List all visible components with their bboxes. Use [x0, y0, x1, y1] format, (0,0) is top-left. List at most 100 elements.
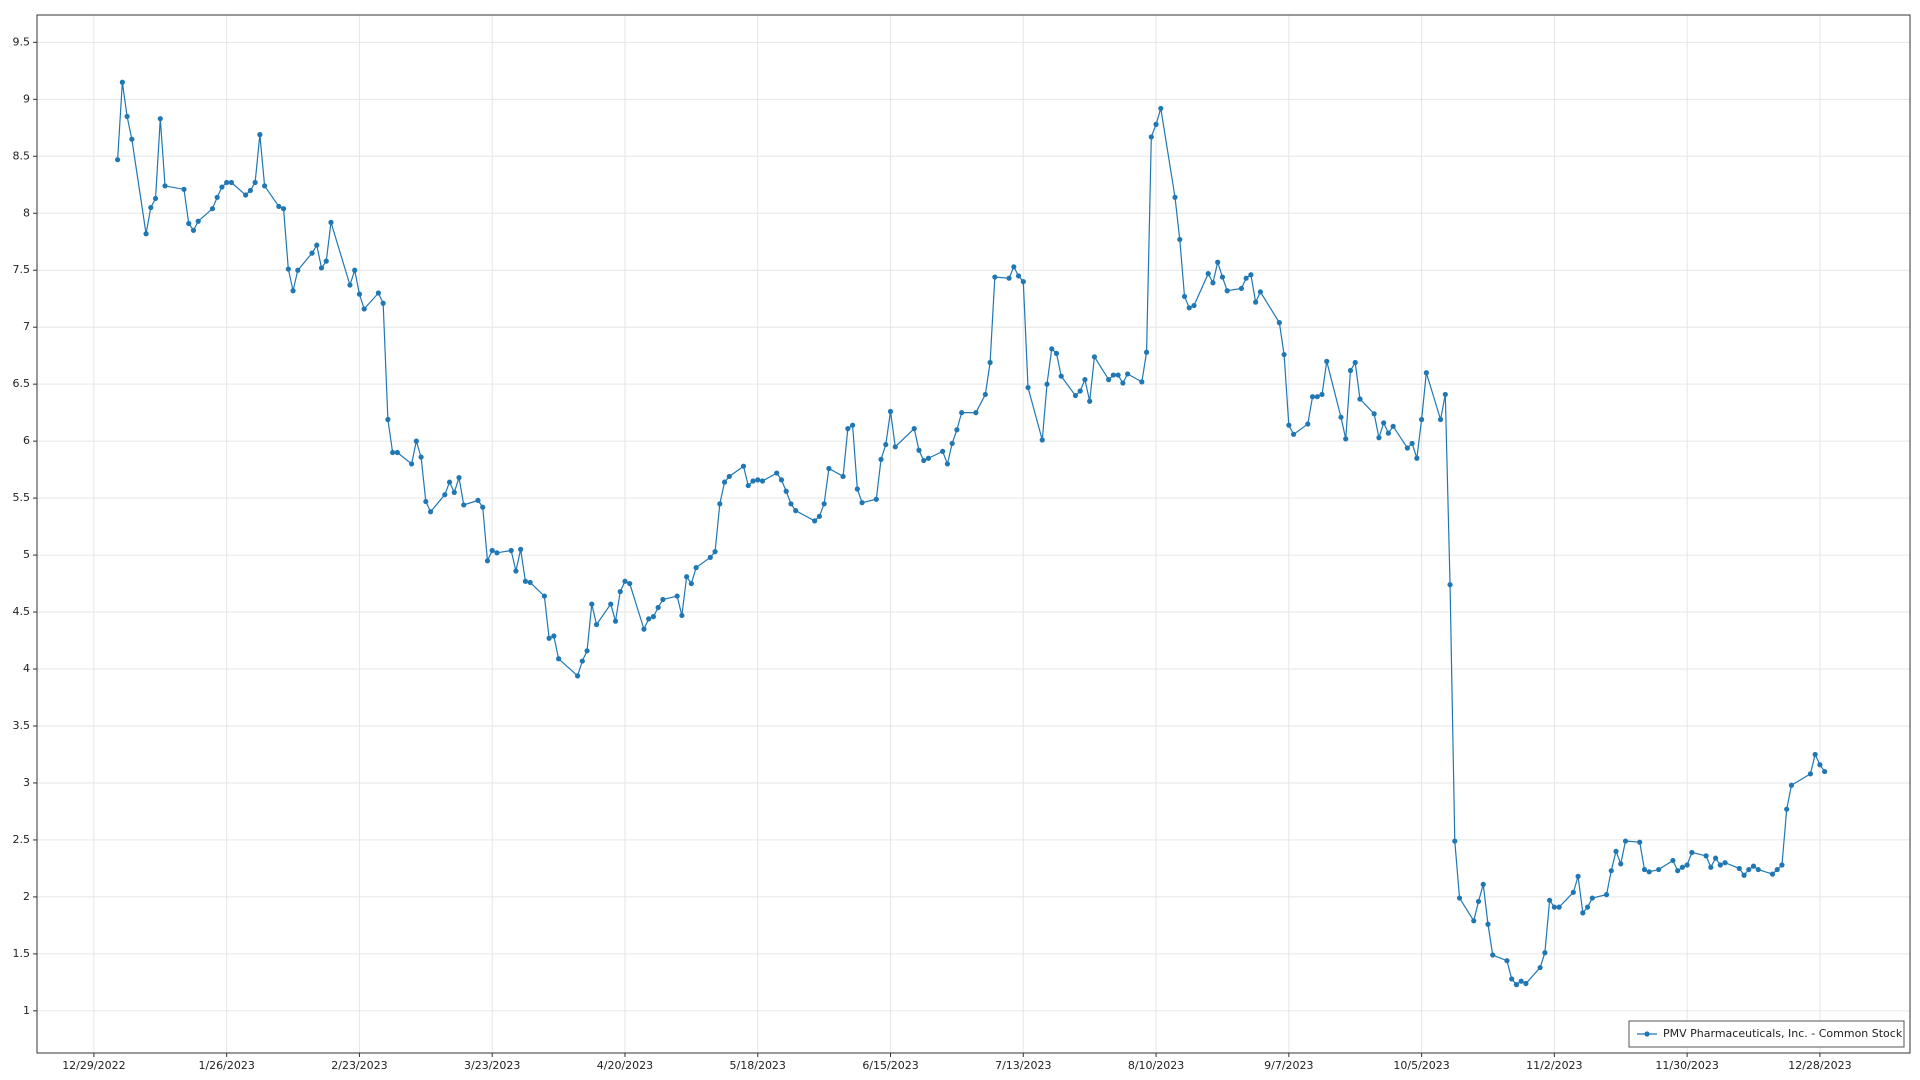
data-point: [1570, 889, 1576, 895]
data-point: [394, 449, 400, 456]
data-point: [712, 549, 718, 555]
data-point: [1746, 866, 1752, 873]
data-point: [1381, 420, 1387, 426]
data-point: [721, 479, 728, 485]
data-point: [143, 231, 149, 237]
plot-border: [36, 14, 1911, 1054]
data-point: [1589, 895, 1595, 901]
data-point: [1518, 978, 1524, 984]
data-point: [1812, 751, 1818, 758]
data-point: [1452, 838, 1458, 844]
data-point: [1238, 285, 1245, 292]
data-point: [816, 513, 822, 519]
data-point: [1082, 377, 1088, 383]
data-point: [759, 478, 766, 484]
data-point: [1646, 869, 1652, 875]
data-point: [1077, 388, 1083, 394]
data-point: [774, 470, 780, 476]
data-point: [1205, 271, 1211, 277]
data-point: [1423, 370, 1429, 376]
y-tick-label: 4.5: [13, 605, 31, 618]
data-point: [1257, 289, 1263, 295]
data-point: [513, 568, 519, 574]
data-point: [347, 282, 353, 288]
data-point: [1537, 964, 1543, 971]
x-tick-label: 3/23/2023: [464, 1059, 520, 1072]
data-point: [1172, 194, 1178, 200]
data-point: [1613, 848, 1619, 854]
data-point: [1352, 359, 1358, 366]
data-point: [726, 473, 732, 480]
data-point: [1049, 346, 1055, 352]
data-point: [1641, 866, 1648, 873]
data-point: [655, 604, 661, 611]
data-point: [390, 449, 396, 456]
data-point: [1774, 866, 1780, 873]
data-point: [295, 267, 301, 273]
data-point: [1447, 582, 1453, 588]
data-point: [593, 621, 600, 628]
data-point: [1181, 293, 1188, 300]
data-point: [660, 596, 666, 603]
data-point: [309, 250, 315, 256]
data-point: [973, 410, 979, 416]
data-point: [878, 456, 884, 462]
data-point: [854, 486, 860, 492]
data-point: [1044, 381, 1050, 387]
data-point: [1656, 866, 1662, 873]
data-point: [409, 461, 415, 467]
data-point: [1314, 394, 1320, 400]
data-point: [413, 438, 419, 444]
data-point: [755, 477, 761, 483]
x-tick-label: 1/26/2023: [198, 1059, 254, 1072]
data-point: [574, 673, 581, 679]
data-point: [280, 206, 287, 212]
data-point: [352, 267, 358, 273]
data-point: [1143, 349, 1150, 355]
data-point: [1343, 436, 1349, 442]
data-point: [157, 116, 163, 122]
x-tick-label: 7/13/2023: [995, 1059, 1051, 1072]
data-point: [788, 501, 794, 507]
data-point: [1750, 863, 1757, 869]
data-point: [1547, 897, 1553, 903]
data-point: [707, 554, 713, 560]
y-tick-label: 3: [23, 776, 30, 789]
x-tick-label: 11/30/2023: [1655, 1059, 1718, 1072]
data-point: [778, 477, 785, 483]
data-point: [646, 616, 652, 622]
data-point: [1822, 768, 1828, 775]
data-point: [247, 187, 253, 194]
data-point: [1523, 980, 1529, 987]
data-point: [793, 508, 799, 514]
legend: PMV Pharmaceuticals, Inc. - Common Stock: [1628, 1020, 1905, 1048]
data-point: [1414, 455, 1420, 461]
legend-label: PMV Pharmaceuticals, Inc. - Common Stock: [1663, 1027, 1903, 1040]
data-point: [1475, 898, 1482, 905]
data-point: [1708, 864, 1714, 870]
data-point: [522, 578, 529, 584]
data-point: [475, 497, 481, 503]
data-point: [1110, 372, 1116, 378]
y-tick-label: 8: [23, 206, 30, 219]
data-point: [1219, 274, 1226, 280]
data-point: [617, 588, 623, 595]
data-point: [1807, 771, 1814, 777]
data-point: [219, 184, 225, 190]
data-point: [1504, 958, 1510, 964]
data-point: [688, 580, 694, 587]
data-point: [385, 416, 391, 423]
data-point: [717, 501, 723, 507]
y-tick-label: 8.5: [13, 149, 31, 162]
data-point: [1741, 872, 1747, 878]
data-point: [181, 186, 187, 192]
y-tick-label: 9.5: [13, 35, 31, 48]
data-point: [1338, 414, 1344, 420]
data-point: [1253, 299, 1259, 305]
data-point: [589, 601, 595, 607]
data-point: [911, 426, 917, 432]
data-point: [1779, 862, 1785, 868]
data-point: [451, 489, 457, 496]
data-point: [508, 547, 514, 554]
data-point: [418, 454, 424, 460]
